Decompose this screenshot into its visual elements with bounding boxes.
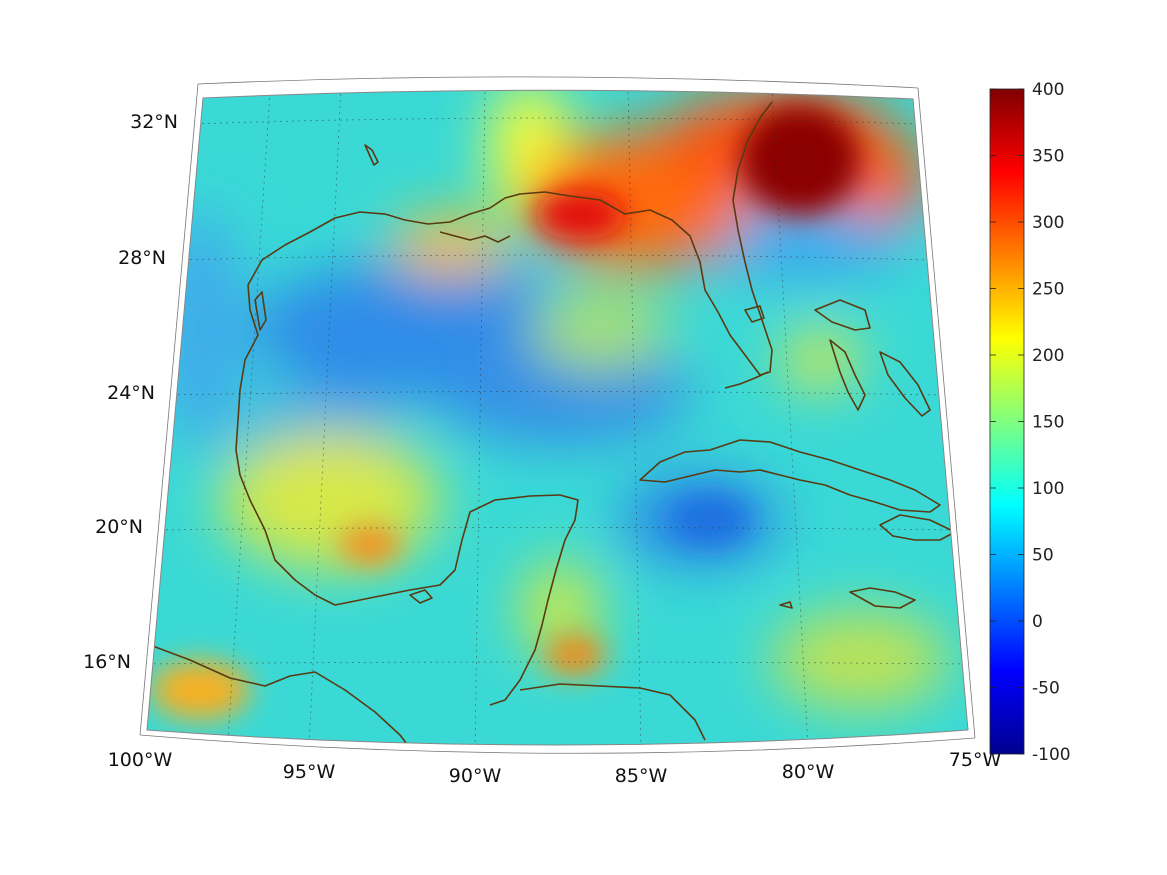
colorbar-tick-label: -100: [1032, 745, 1071, 765]
louisiana-delta: [439, 231, 511, 243]
keys: [724, 371, 769, 389]
lat-label: 16°N: [83, 651, 131, 673]
central-america-coast: [519, 683, 706, 741]
lake-okeechobee: [744, 305, 765, 323]
colorbar-tick-label: 150: [1032, 413, 1064, 433]
map-frame: [139, 76, 976, 754]
lon-label: 75°W: [949, 749, 1002, 771]
yucatan-islands: [409, 589, 433, 604]
lat-label: 28°N: [118, 247, 166, 269]
lon-label: 95°W: [283, 761, 336, 783]
latitude-labels: 32°N 28°N 24°N 20°N 16°N: [83, 111, 178, 673]
colorbar-tick-label: 200: [1032, 346, 1064, 366]
cayman: [779, 601, 793, 609]
colorbar-tick-label: 100: [1032, 479, 1064, 499]
bahamas-east: [879, 351, 931, 417]
lon-label: 85°W: [615, 765, 668, 787]
colorbar-tick-label: 0: [1032, 612, 1043, 632]
lat-label: 32°N: [130, 111, 178, 133]
colorbar-tick-label: 250: [1032, 280, 1064, 300]
coastlines: [149, 101, 956, 745]
hispaniola: [879, 514, 956, 541]
data-field: [147, 90, 968, 745]
lat-label: 24°N: [107, 382, 155, 404]
lon-label: 100°W: [108, 749, 173, 771]
pacific-coast: [149, 644, 411, 745]
pacific-inland: [364, 144, 379, 166]
lat-label: 20°N: [95, 516, 143, 538]
lon-label: 90°W: [449, 765, 502, 787]
colorbar-tick-label: 400: [1032, 80, 1064, 100]
colorbar-tick-label: 50: [1032, 546, 1054, 566]
lon-label: 80°W: [782, 761, 835, 783]
bahamas-north: [814, 299, 871, 331]
colorbar-ticks: [990, 88, 1024, 755]
colorbar: 400 350 300 250 200 150 100 50 0 -50 -100: [989, 80, 1071, 765]
colorbar-tick-label: 350: [1032, 147, 1064, 167]
cuba: [639, 439, 941, 513]
longitude-labels: 100°W 95°W 90°W 85°W 80°W 75°W: [108, 749, 1002, 787]
texas-lagoon: [254, 291, 267, 331]
colorbar-tick-label: -50: [1032, 679, 1060, 699]
us-gulf-coast: [247, 101, 773, 376]
mexico-coast: [235, 284, 579, 706]
jamaica: [849, 587, 916, 609]
colorbar-tick-label: 300: [1032, 213, 1064, 233]
graticule: [147, 90, 968, 745]
bahamas: [829, 339, 866, 411]
colorbar-labels: 400 350 300 250 200 150 100 50 0 -50 -100: [1032, 80, 1071, 765]
